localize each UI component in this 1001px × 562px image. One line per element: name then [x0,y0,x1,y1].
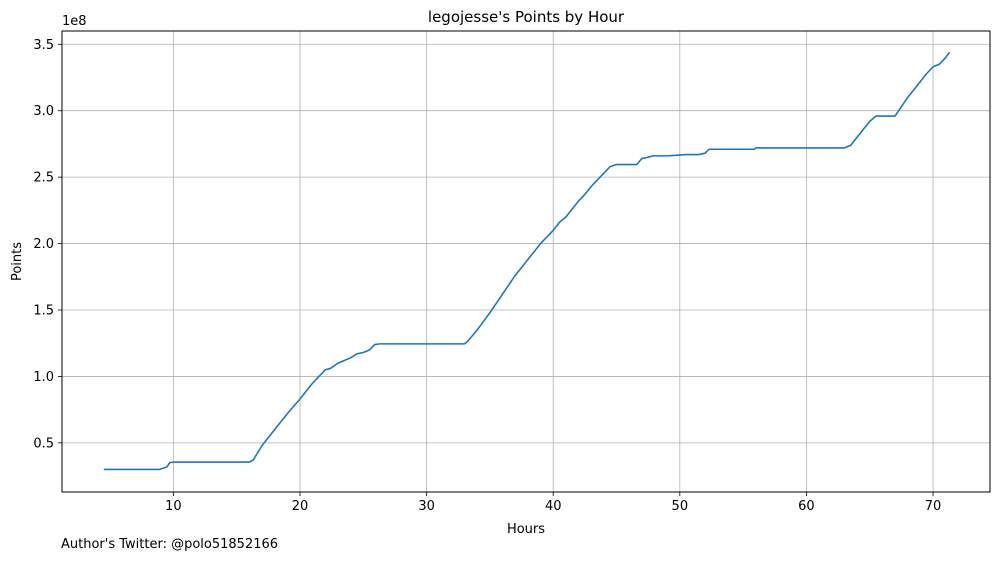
x-axis-label: Hours [507,522,545,537]
x-tick-label: 30 [418,499,435,514]
x-tick-label: 50 [672,499,689,514]
x-tick-label: 70 [925,499,942,514]
y-tick-label: 2.0 [33,237,54,252]
grid [62,31,990,492]
series-layer [103,51,951,471]
ticks: 10 20 30 40 50 60 70 0.5 1.0 1.5 2.0 2.5 3.0 3.5 [33,38,941,514]
y-tick-label: 3.5 [33,38,54,53]
x-tick-label: 40 [545,499,562,514]
y-tick-label: 1.0 [33,370,54,385]
y-tick-label: 3.0 [33,104,54,119]
y-tick-label: 1.5 [33,303,54,318]
author-credit: Author's Twitter: @polo51852166 [61,537,279,552]
x-tick-label: 10 [165,499,182,514]
y-offset-label: 1e8 [62,14,87,29]
x-tick-label: 20 [292,499,309,514]
x-tick-label: 60 [798,499,815,514]
y-axis-label: Points [10,242,25,281]
y-tick-label: 2.5 [33,171,54,186]
plot-frame [61,30,991,493]
series-line [103,51,951,471]
chart-title: legojesse's Points by Hour [428,8,625,26]
y-tick-label: 0.5 [33,436,54,451]
